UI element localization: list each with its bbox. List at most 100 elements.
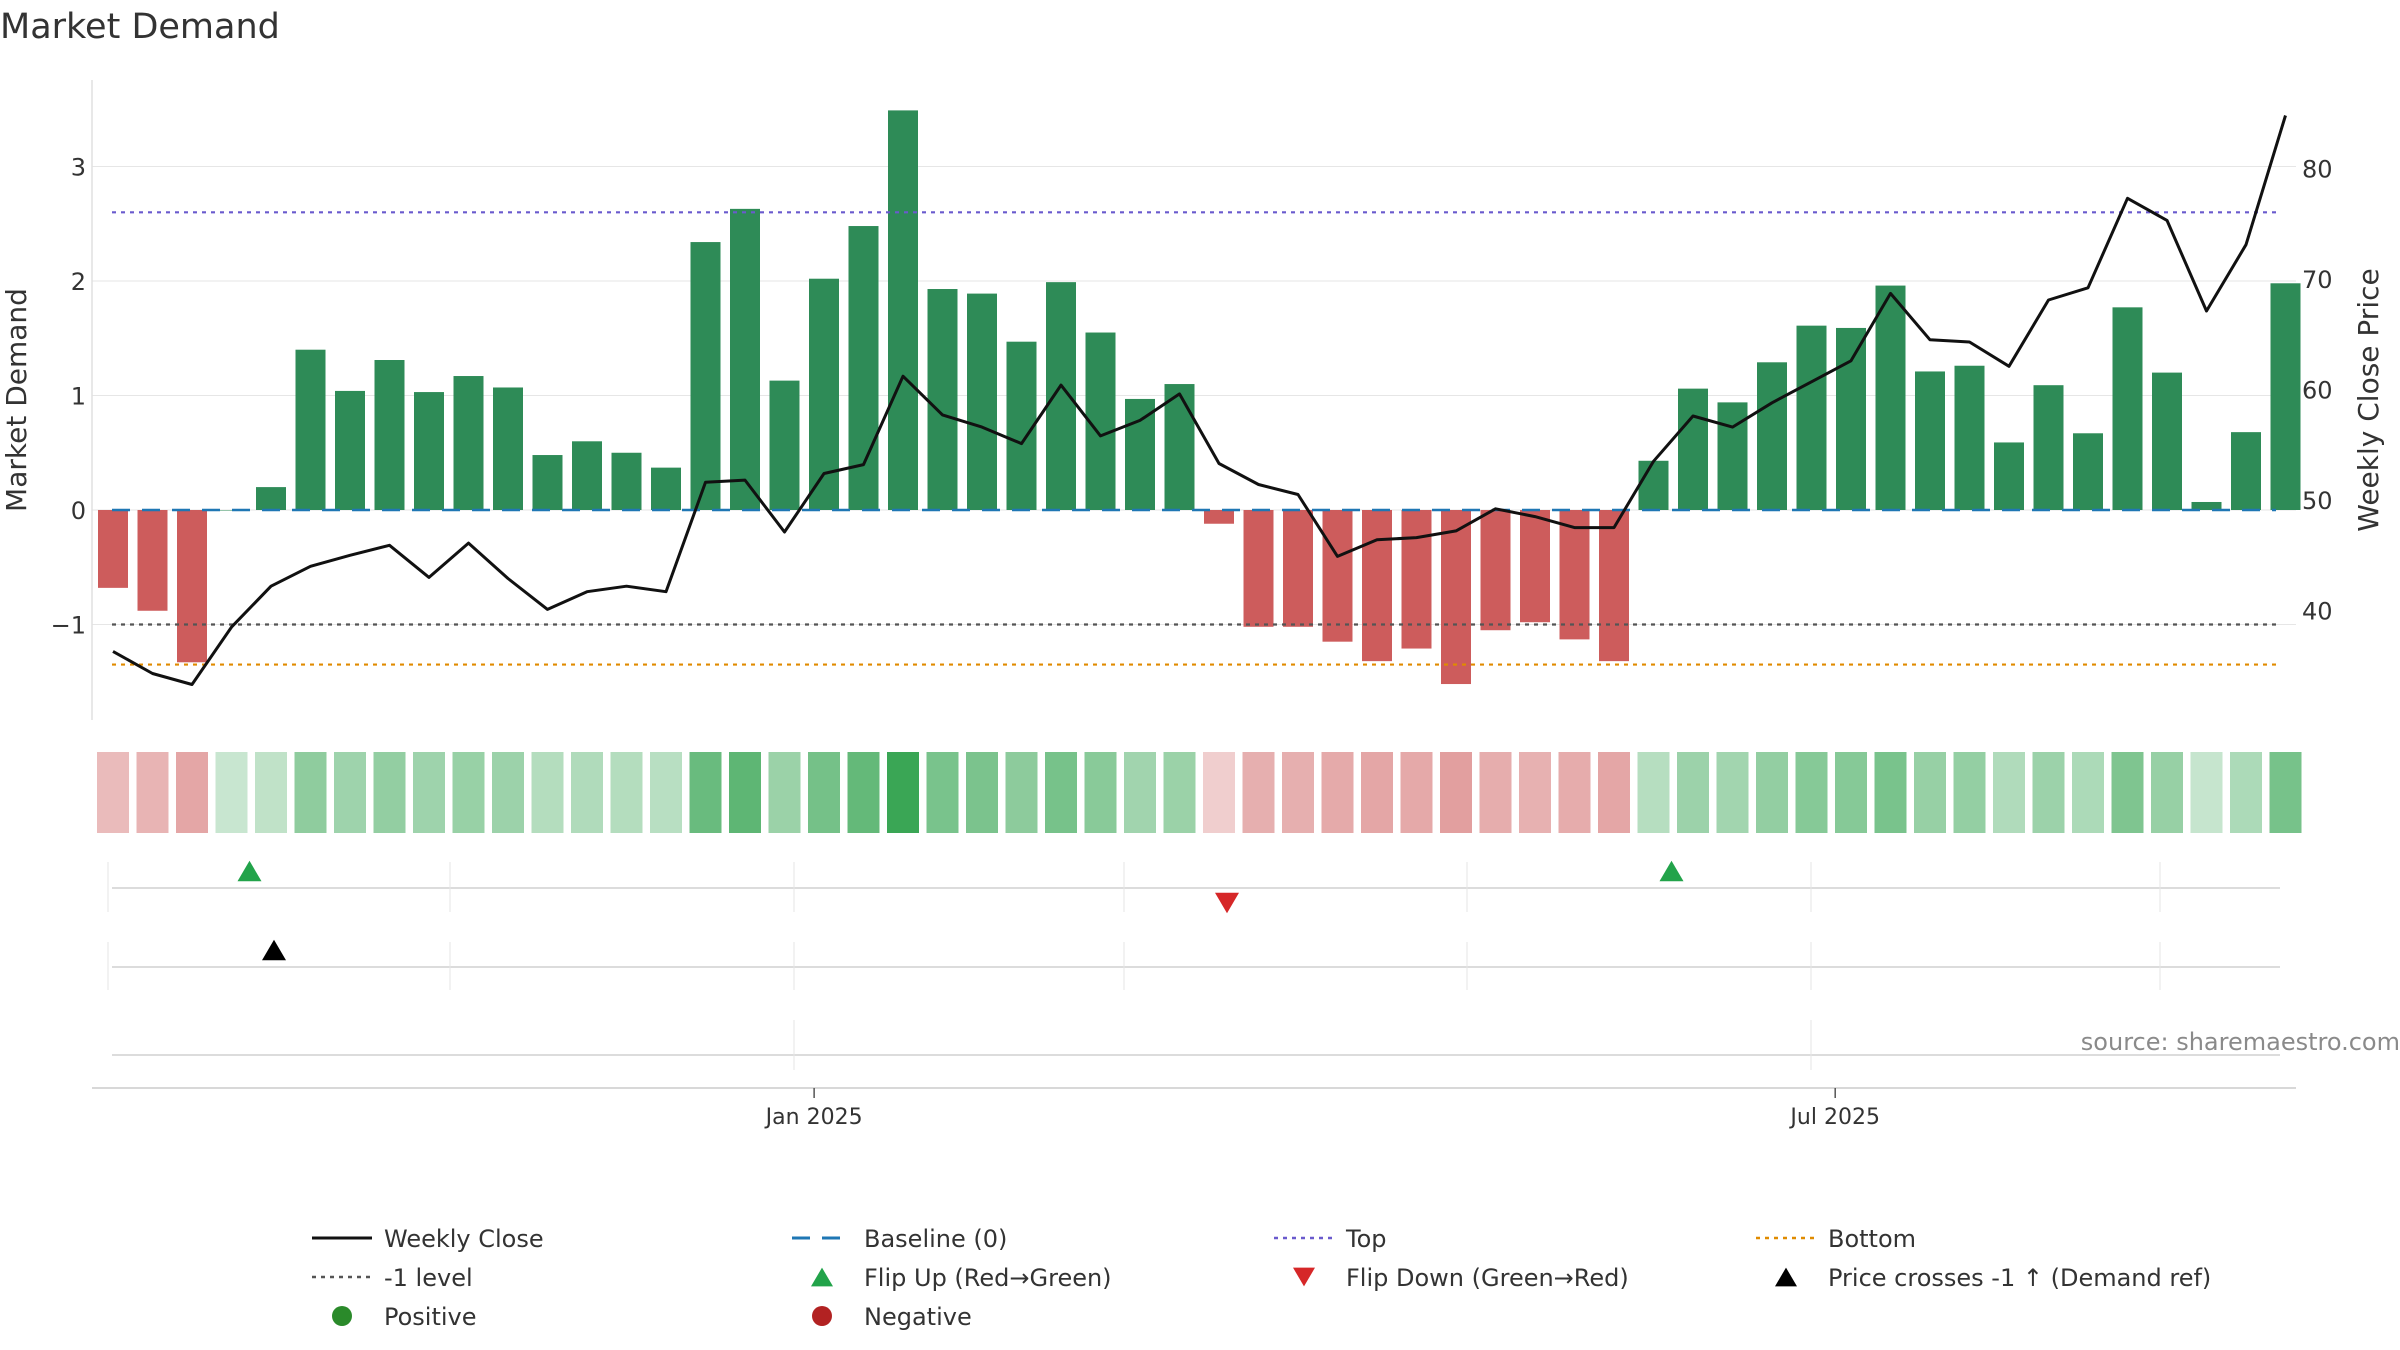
heat-cell <box>2111 752 2144 833</box>
heat-cell <box>1598 752 1630 833</box>
demand-bar <box>1125 398 1155 510</box>
demand-bar <box>256 487 286 510</box>
heat-cell <box>1993 752 2025 833</box>
heat-cell <box>176 752 208 833</box>
heat-cell <box>215 752 248 833</box>
legend-swatch <box>1293 1267 1315 1287</box>
heat-cell <box>1203 752 1235 833</box>
demand-bar <box>927 289 958 510</box>
heat-cell <box>2072 752 2104 833</box>
legend-swatch <box>811 1267 833 1287</box>
legend-label: Bottom <box>1828 1225 1916 1253</box>
heat-cell <box>1045 752 1077 833</box>
flip-down-marker <box>1215 892 1239 914</box>
date-tick-label: Jan 2025 <box>764 1105 863 1130</box>
legend-label: Baseline (0) <box>864 1225 1007 1253</box>
heat-cell <box>847 752 880 833</box>
heat-cell <box>2032 752 2065 833</box>
demand-bar <box>374 360 405 510</box>
demand-bar <box>1480 510 1511 631</box>
demand-bar <box>414 392 444 510</box>
demand-bar <box>177 510 207 663</box>
demand-bar <box>769 380 800 510</box>
heat-cell <box>2230 752 2262 833</box>
heat-cell <box>531 752 564 833</box>
demand-bar <box>2112 307 2143 510</box>
demand-bar <box>1678 388 1708 510</box>
event-marker-panels <box>107 860 2280 1070</box>
left-tick-label: −1 <box>51 612 86 640</box>
weekly-close-series <box>112 115 2287 686</box>
heat-cell <box>255 752 287 833</box>
chart-title: Market Demand <box>0 7 280 47</box>
heat-cell <box>1637 752 1670 833</box>
legend-label: Price crosses -1 ↑ (Demand ref) <box>1828 1264 2211 1292</box>
heat-cell <box>136 752 169 833</box>
demand-bar <box>453 376 484 510</box>
left-tick-label: 0 <box>71 497 86 525</box>
heat-cell <box>1558 752 1591 833</box>
reference-lines <box>112 211 2276 666</box>
demand-bar <box>1441 510 1471 685</box>
demand-bar <box>1006 341 1037 510</box>
heat-cell <box>1242 752 1275 833</box>
heat-cell <box>1756 752 1788 833</box>
demand-bar <box>888 110 918 511</box>
heat-cell <box>452 752 485 833</box>
heat-cell <box>1874 752 1907 833</box>
heat-cell <box>1716 752 1749 833</box>
legend-item: Flip Up (Red→Green) <box>811 1264 1112 1292</box>
demand-bar <box>1164 384 1195 510</box>
legend-label: Flip Down (Green→Red) <box>1346 1264 1629 1292</box>
demand-bar <box>2231 432 2261 510</box>
heat-cell <box>1163 752 1196 833</box>
heat-cell <box>1914 752 1946 833</box>
demand-bar <box>1401 510 1432 649</box>
heat-cell <box>1677 752 1709 833</box>
legend-item: Weekly Close <box>312 1225 544 1253</box>
flip-up-marker <box>237 860 262 882</box>
right-tick-label: 60 <box>2302 377 2333 405</box>
right-axis-label: Weekly Close Price <box>2352 268 2385 531</box>
left-axis-label: Market Demand <box>0 288 33 512</box>
legend-item: -1 level <box>312 1264 473 1292</box>
legend-item: Positive <box>332 1303 477 1331</box>
demand-bar <box>2152 372 2182 510</box>
demand-bar <box>137 510 168 611</box>
demand-bar <box>1994 442 2024 510</box>
heat-cell <box>334 752 366 833</box>
legend-item: Baseline (0) <box>792 1225 1007 1253</box>
heat-cell <box>1795 752 1828 833</box>
heat-cell <box>1953 752 1986 833</box>
heat-cell <box>729 752 761 833</box>
legend-swatch <box>332 1306 352 1326</box>
heat-cell <box>1282 752 1314 833</box>
heat-cell <box>2190 752 2223 833</box>
legend-item: Negative <box>812 1303 972 1331</box>
demand-bar <box>1796 325 1827 510</box>
heat-cell <box>1361 752 1393 833</box>
heat-cell <box>373 752 406 833</box>
heat-cell <box>294 752 327 833</box>
demand-bar <box>2191 501 2222 510</box>
demand-bar <box>532 455 563 510</box>
heat-cell <box>926 752 959 833</box>
legend-label: Negative <box>864 1303 972 1331</box>
legend-label: Top <box>1345 1225 1387 1253</box>
demand-bar <box>1362 510 1392 662</box>
legend-label: -1 level <box>384 1264 473 1292</box>
legend-swatch <box>1775 1267 1797 1287</box>
legend-swatch <box>812 1306 832 1326</box>
heat-cell <box>610 752 643 833</box>
demand-bar <box>2270 283 2301 510</box>
demand-bar <box>1599 510 1629 662</box>
right-tick-label: 40 <box>2302 598 2333 626</box>
demand-bar <box>1204 510 1234 524</box>
legend-item: Price crosses -1 ↑ (Demand ref) <box>1775 1264 2211 1292</box>
demand-bar <box>572 441 602 510</box>
demand-bar <box>1875 285 1906 510</box>
demand-bar <box>2073 433 2103 510</box>
heat-cell <box>571 752 603 833</box>
demand-bar <box>967 293 997 510</box>
